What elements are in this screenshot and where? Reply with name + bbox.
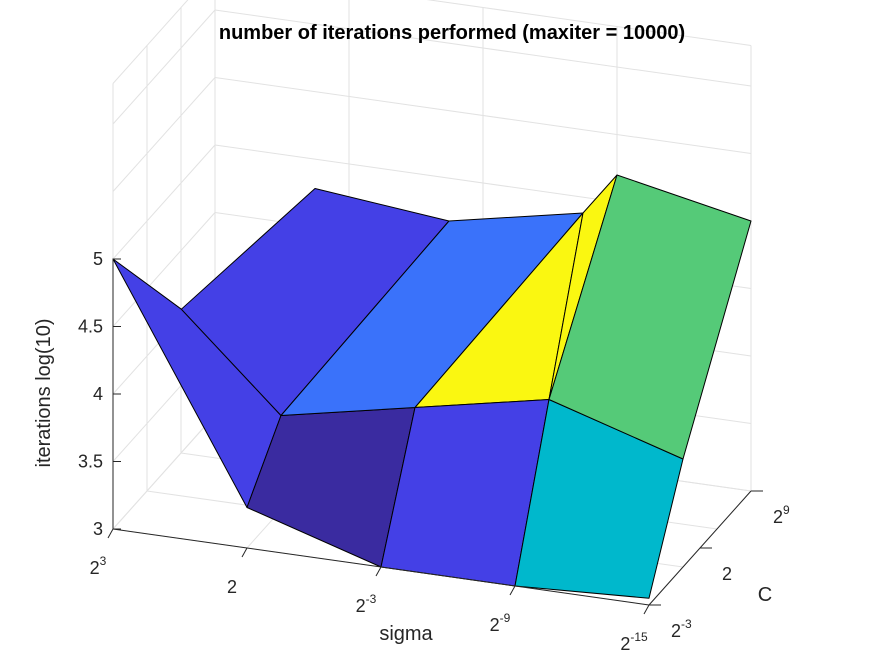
x-tick-label: 2-15 xyxy=(620,630,648,654)
z-tick-label: 4.5 xyxy=(78,317,103,337)
surface xyxy=(112,174,752,599)
grid-line xyxy=(426,0,752,46)
axes xyxy=(107,258,763,615)
x-tick-label: 23 xyxy=(90,554,107,578)
grid-line xyxy=(112,144,216,260)
x-tick-label: 2 xyxy=(227,577,237,597)
z-axis-label: iterations log(10) xyxy=(33,319,55,468)
x-tick xyxy=(375,566,382,577)
z-tick-label: 3 xyxy=(93,519,103,539)
x-tick xyxy=(241,547,248,558)
grid-line xyxy=(112,0,189,84)
x-axis-label: sigma xyxy=(379,623,433,645)
y-tick-label: 29 xyxy=(773,503,790,527)
x-tick xyxy=(509,585,516,596)
x-tick-label: 2-9 xyxy=(490,611,511,635)
grid-line xyxy=(112,77,216,192)
x-tick xyxy=(643,604,650,615)
grid-line xyxy=(112,9,216,125)
y-tick-label: 2 xyxy=(722,564,732,584)
chart-title: number of iterations performed (maxiter … xyxy=(219,22,685,44)
grid-line xyxy=(214,77,752,154)
z-tick-label: 3.5 xyxy=(78,452,103,472)
grid-line xyxy=(112,414,216,530)
x-tick-label: 2-3 xyxy=(356,592,377,616)
z-tick-label: 5 xyxy=(93,249,103,269)
z-tick-label: 4 xyxy=(93,384,103,404)
grid-line xyxy=(112,212,216,327)
surface-face-8 xyxy=(548,174,752,460)
grid-line xyxy=(214,9,752,87)
y-axis-label: C xyxy=(758,584,772,606)
x-tick xyxy=(107,528,114,539)
y-tick-label: 2-3 xyxy=(671,617,692,641)
